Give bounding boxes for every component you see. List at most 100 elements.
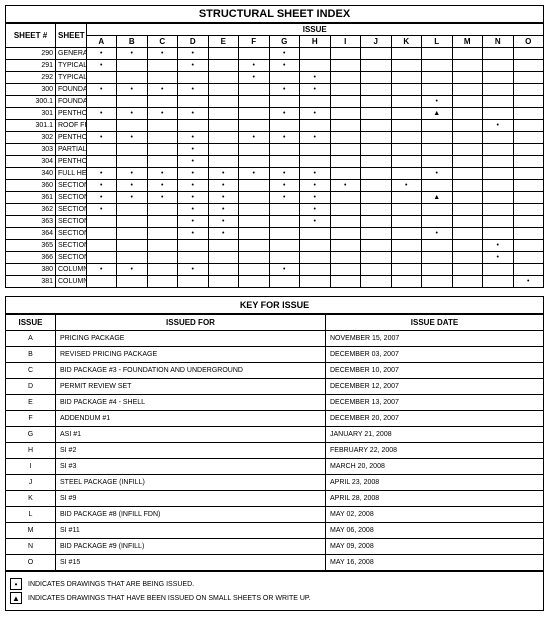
cell-mark xyxy=(208,156,239,168)
key-row: BREVISED PRICING PACKAGEDECEMBER 03, 200… xyxy=(6,347,544,363)
cell-mark: • xyxy=(178,108,209,120)
cell-mark xyxy=(361,192,392,204)
cell-mark: • xyxy=(147,48,178,60)
cell-mark xyxy=(391,144,422,156)
cell-mark xyxy=(361,276,392,288)
cell-mark xyxy=(483,144,514,156)
cell-mark: • xyxy=(86,168,117,180)
key-cell-issue: C xyxy=(6,363,56,379)
cell-mark xyxy=(391,204,422,216)
cell-mark: • xyxy=(239,132,270,144)
key-cell-for: PERMIT REVIEW SET xyxy=(56,379,326,395)
cell-mark: • xyxy=(86,84,117,96)
cell-mark xyxy=(208,240,239,252)
cell-mark xyxy=(330,96,361,108)
cell-mark: • xyxy=(86,132,117,144)
cell-mark: • xyxy=(178,60,209,72)
table-row: 360SECTIONS AND DETAILS••••••••• xyxy=(6,180,544,192)
cell-mark: • xyxy=(86,264,117,276)
cell-title: PENTHOUSE ROOF FRAMING PLAN xyxy=(56,132,87,144)
cell-mark: • xyxy=(208,192,239,204)
cell-title: PARTIAL PLAN AND DETAILS xyxy=(56,144,87,156)
cell-mark xyxy=(330,264,361,276)
cell-mark xyxy=(452,228,483,240)
cell-mark: • xyxy=(300,132,331,144)
cell-mark: • xyxy=(178,216,209,228)
cell-mark: • xyxy=(300,72,331,84)
cell-mark xyxy=(330,108,361,120)
key-row: NBID PACKAGE #9 (INFILL)MAY 09, 2008 xyxy=(6,539,544,555)
cell-mark xyxy=(513,72,544,84)
cell-sheet: 363 xyxy=(6,216,56,228)
header-issue: ISSUE xyxy=(86,24,544,36)
cell-mark xyxy=(513,96,544,108)
cell-mark xyxy=(269,240,300,252)
cell-mark xyxy=(239,48,270,60)
cell-mark xyxy=(117,60,148,72)
cell-mark xyxy=(269,120,300,132)
cell-mark xyxy=(300,276,331,288)
cell-mark xyxy=(422,216,453,228)
cell-mark: • xyxy=(178,264,209,276)
table-row: 366SECTIONS AND DETAILS @ INFILL• xyxy=(6,252,544,264)
legend-box: • INDICATES DRAWINGS THAT ARE BEING ISSU… xyxy=(5,571,544,611)
cell-mark xyxy=(147,216,178,228)
cell-mark xyxy=(178,276,209,288)
cell-mark: • xyxy=(300,84,331,96)
cell-mark xyxy=(422,144,453,156)
cell-title: SECTIONS AND DETAILS xyxy=(56,180,87,192)
cell-mark xyxy=(147,96,178,108)
cell-mark xyxy=(86,228,117,240)
cell-mark xyxy=(239,216,270,228)
cell-mark: • xyxy=(269,168,300,180)
key-row: FADDENDUM #1DECEMBER 20, 2007 xyxy=(6,411,544,427)
cell-mark xyxy=(178,240,209,252)
cell-mark xyxy=(239,120,270,132)
cell-mark xyxy=(147,252,178,264)
key-cell-date: DECEMBER 12, 2007 xyxy=(326,379,544,395)
cell-mark xyxy=(239,264,270,276)
cell-mark: • xyxy=(86,180,117,192)
cell-mark xyxy=(300,48,331,60)
cell-mark xyxy=(330,252,361,264)
header-issue-col: D xyxy=(178,36,209,48)
cell-mark xyxy=(300,228,331,240)
cell-mark xyxy=(422,264,453,276)
cell-mark: • xyxy=(269,60,300,72)
cell-mark xyxy=(330,240,361,252)
cell-mark xyxy=(117,72,148,84)
cell-mark: • xyxy=(483,120,514,132)
cell-mark: • xyxy=(269,108,300,120)
cell-mark xyxy=(483,96,514,108)
cell-mark: • xyxy=(117,180,148,192)
table-row: 363SECTIONS AND DETAILS••• xyxy=(6,216,544,228)
key-cell-date: DECEMBER 20, 2007 xyxy=(326,411,544,427)
header-title: SHEET TITLE xyxy=(56,24,87,48)
table-row: 361SECTIONS AND DETAILS•••••••▲ xyxy=(6,192,544,204)
cell-mark: • xyxy=(117,108,148,120)
cell-mark: • xyxy=(269,48,300,60)
cell-mark xyxy=(178,252,209,264)
cell-mark xyxy=(391,252,422,264)
cell-mark: • xyxy=(86,48,117,60)
cell-mark xyxy=(513,84,544,96)
header-issue-col: C xyxy=(147,36,178,48)
table-row: 304PENTHOUSE CONNECTOR• xyxy=(6,156,544,168)
cell-mark: ▲ xyxy=(422,192,453,204)
cell-mark xyxy=(147,120,178,132)
cell-mark xyxy=(361,132,392,144)
cell-mark xyxy=(483,108,514,120)
table-row: 365SECTIONS AND DETAILS @ INFILL• xyxy=(6,240,544,252)
cell-title: SECTIONS AND DETAILS @ INFILL xyxy=(56,252,87,264)
cell-mark xyxy=(452,48,483,60)
cell-mark xyxy=(483,276,514,288)
cell-mark xyxy=(361,216,392,228)
cell-mark xyxy=(208,132,239,144)
cell-mark xyxy=(513,216,544,228)
key-cell-for: REVISED PRICING PACKAGE xyxy=(56,347,326,363)
cell-mark xyxy=(330,120,361,132)
cell-sheet: 366 xyxy=(6,252,56,264)
key-cell-issue: D xyxy=(6,379,56,395)
cell-mark xyxy=(330,228,361,240)
cell-mark xyxy=(269,276,300,288)
